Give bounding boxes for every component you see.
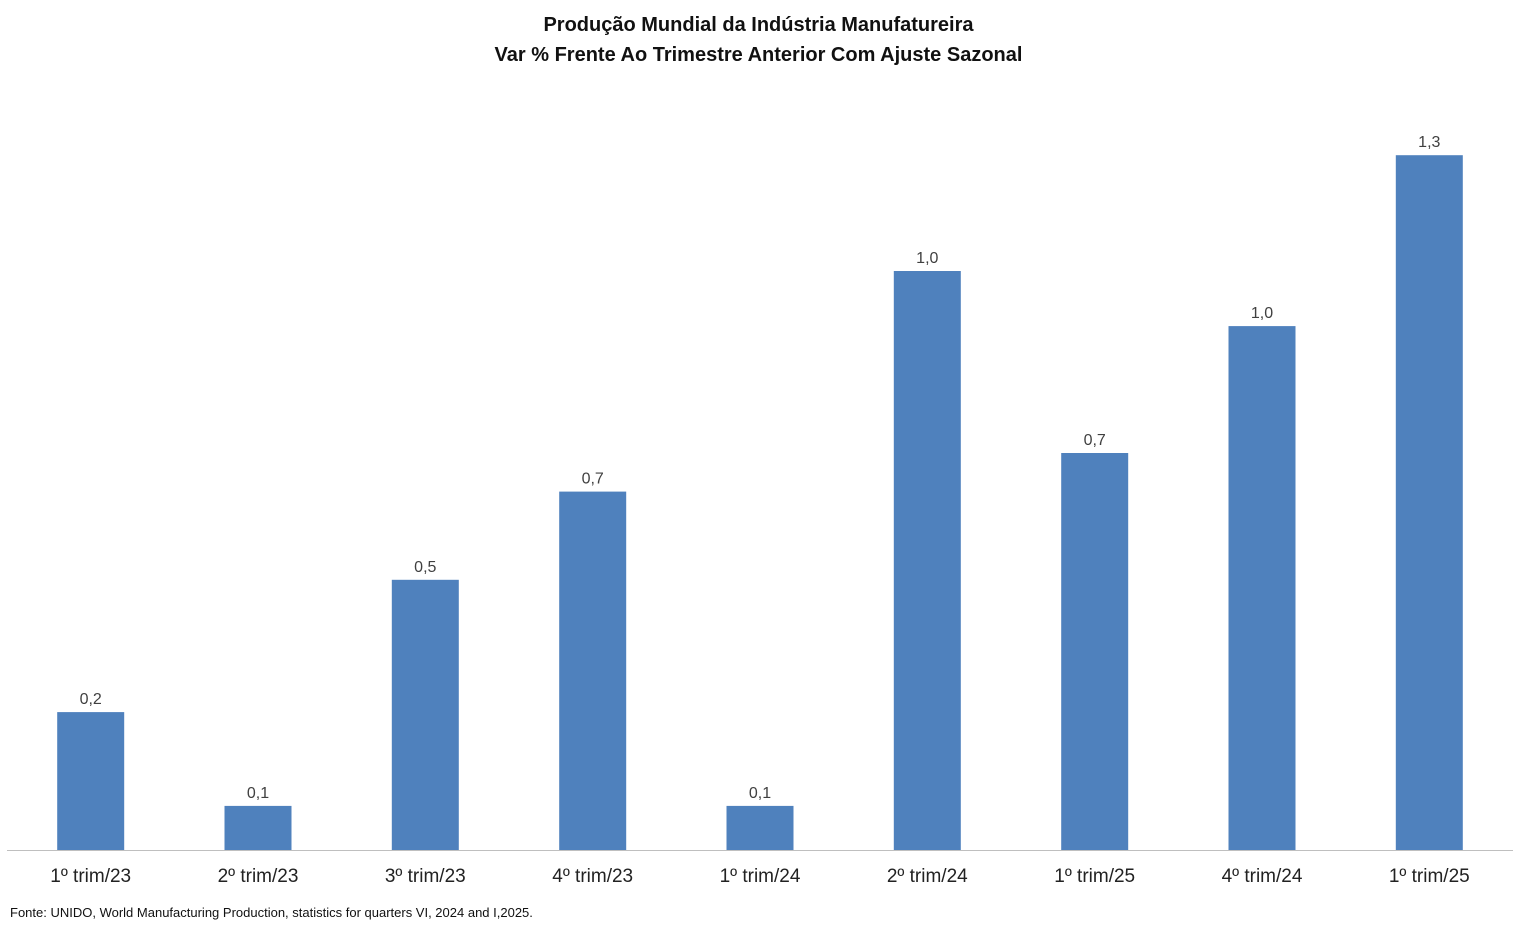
x-tick-label-4: 4º trim/23 [552,866,633,887]
x-tick-label-2: 2º trim/23 [218,866,299,887]
bar-7 [1061,453,1129,850]
x-tick-label-7: 1º trim/25 [1054,866,1135,887]
bar-9 [1395,155,1463,850]
bar-3 [391,579,459,850]
bar-4 [559,491,627,850]
data-label-3: 0,5 [414,559,436,576]
bar-2 [224,805,292,850]
data-label-7: 0,7 [1084,432,1106,449]
data-label-1: 0,2 [80,691,102,708]
x-tick-label-6: 2º trim/24 [887,866,968,887]
x-tick-label-3: 3º trim/23 [385,866,466,887]
x-tick-label-8: 4º trim/24 [1222,866,1303,887]
bar-6 [893,271,961,850]
chart-subtitle: Var % Frente Ao Trimestre Anterior Com A… [494,44,1023,66]
x-tick-label-1: 1º trim/23 [50,866,131,887]
bar-8 [1228,326,1296,851]
data-label-4: 0,7 [582,471,604,488]
x-tick-label-9: 1º trim/25 [1389,866,1470,887]
x-tick-label-5: 1º trim/24 [720,866,801,887]
data-label-8: 1,0 [1251,305,1273,322]
data-label-2: 0,1 [247,785,269,802]
bar-1 [57,712,125,850]
data-label-9: 1,3 [1418,134,1440,151]
data-label-5: 0,1 [749,785,771,802]
chart-title: Produção Mundial da Indústria Manufature… [543,14,974,36]
source-note: Fonte: UNIDO, World Manufacturing Produc… [10,905,533,920]
chart-title-block: Produção Mundial da Indústria Manufature… [0,10,1517,70]
data-label-6: 1,0 [916,250,938,267]
bar-5 [726,805,794,850]
